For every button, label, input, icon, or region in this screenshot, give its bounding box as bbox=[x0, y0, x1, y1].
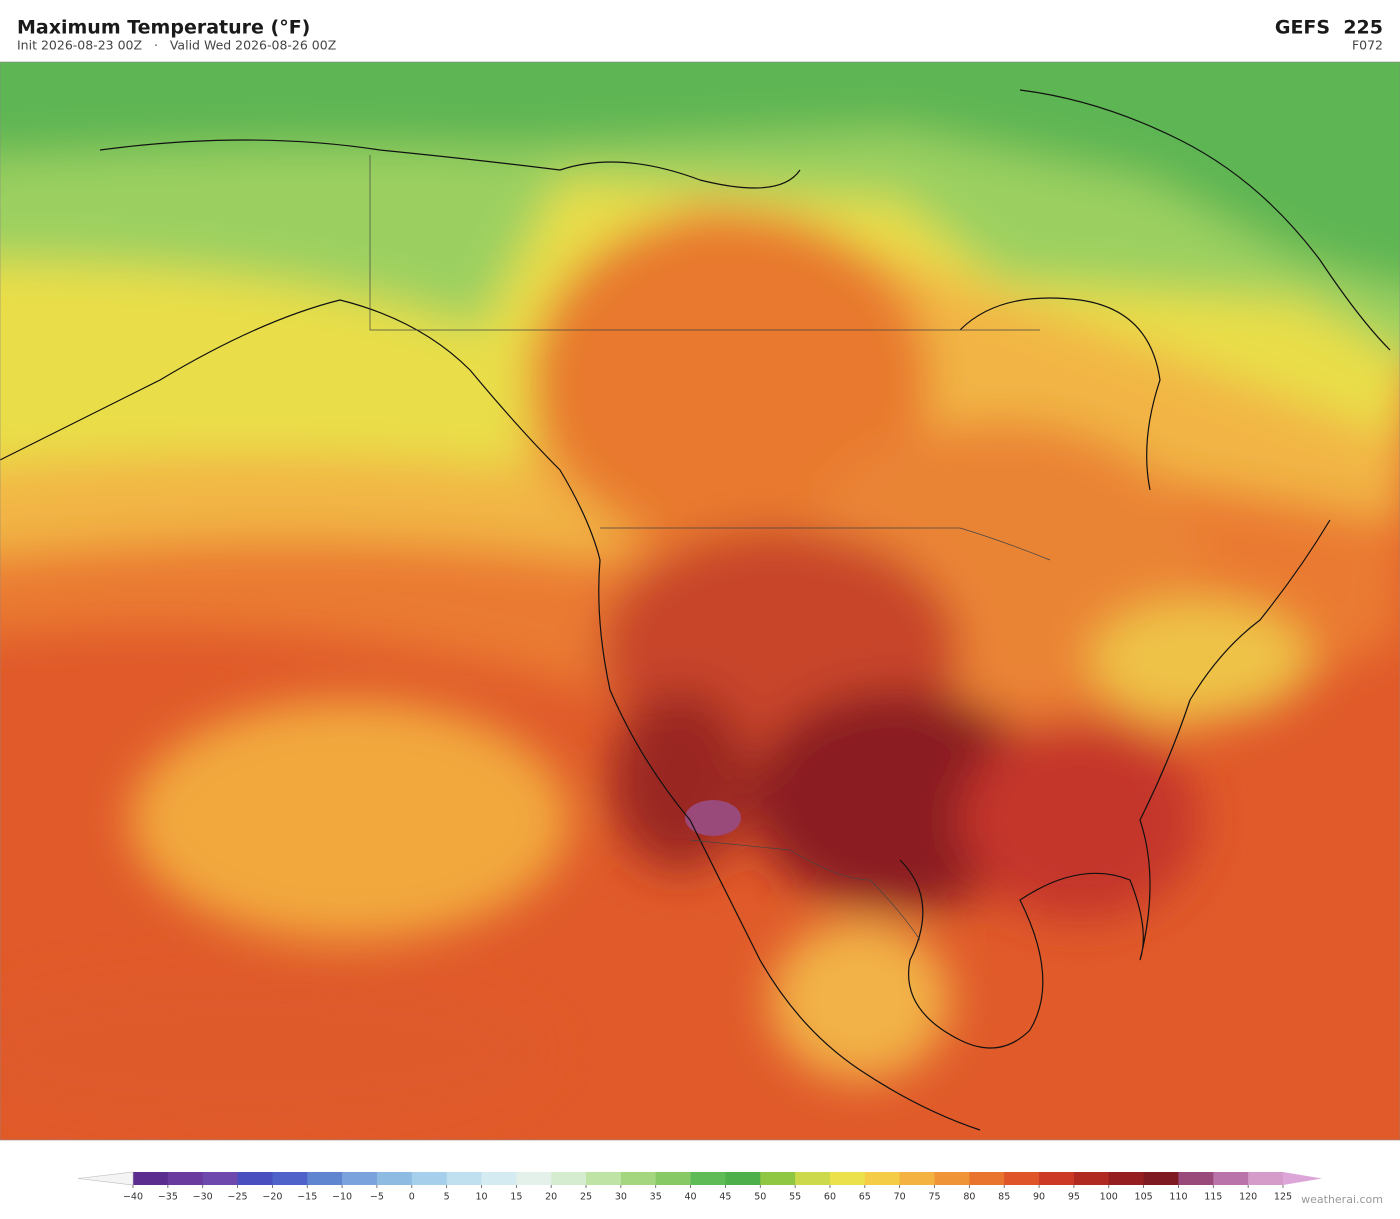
colorbar-tick-label: 115 bbox=[1204, 1192, 1222, 1203]
coastlines bbox=[0, 89, 1391, 1131]
colorbar-segment bbox=[1248, 1172, 1284, 1185]
colorbar-tick-label: −25 bbox=[228, 1192, 248, 1203]
colorbar-segment bbox=[446, 1172, 482, 1185]
colorbar-segment bbox=[342, 1172, 378, 1185]
colorbar-tick-label: 75 bbox=[928, 1192, 940, 1203]
colorbar-tick-label: 50 bbox=[754, 1192, 766, 1203]
colorbar-segment bbox=[620, 1172, 657, 1185]
colorbar-segment bbox=[272, 1172, 308, 1185]
colorbar: −40 −35 −30 −25 −20 −15 −10 −5 0 5 10 15 20 25 30 35 40 4… bbox=[77, 1171, 1322, 1203]
colorbar-tick-label: −40 bbox=[123, 1192, 143, 1203]
map-frame bbox=[0, 61, 1400, 1141]
colorbar-tick-label: 25 bbox=[580, 1192, 592, 1203]
colorbar-tick-label: 110 bbox=[1169, 1192, 1187, 1203]
temperature-field bbox=[0, 62, 1400, 1130]
colorbar-segment bbox=[934, 1172, 970, 1185]
colorbar-tick-label: 60 bbox=[824, 1192, 836, 1203]
colorbar-segment bbox=[864, 1172, 901, 1185]
colorbar-under bbox=[77, 1171, 134, 1186]
colorbar-segment bbox=[1143, 1172, 1179, 1185]
colorbar-tick-label: −5 bbox=[370, 1192, 384, 1203]
colorbar-tick-label: −20 bbox=[262, 1192, 282, 1203]
colorbar-tick-label: 10 bbox=[475, 1192, 487, 1203]
colorbar-tick-label: 15 bbox=[510, 1192, 522, 1203]
colorbar-segment bbox=[516, 1172, 552, 1185]
subtitle: Init 2026-08-23 00Z · Valid Wed 2026-08-… bbox=[17, 38, 336, 53]
colorbar-segment bbox=[1073, 1172, 1110, 1185]
colorbar-tick-label: 30 bbox=[615, 1192, 627, 1203]
colorbar-segment bbox=[307, 1172, 343, 1185]
colorbar-segment bbox=[202, 1172, 239, 1185]
colorbar-tick-label: 45 bbox=[719, 1192, 731, 1203]
colorbar-tick-label: 20 bbox=[545, 1192, 557, 1203]
hot-spot bbox=[685, 800, 741, 836]
colorbar-segment bbox=[1178, 1172, 1214, 1185]
borders bbox=[369, 155, 1051, 941]
attribution: weatherai.com bbox=[1301, 1193, 1383, 1206]
colorbar-tick-label: 80 bbox=[963, 1192, 975, 1203]
colorbar-tick-label: −15 bbox=[297, 1192, 317, 1203]
colorbar-segment bbox=[1213, 1172, 1249, 1185]
colorbar-tick-label: 95 bbox=[1068, 1192, 1080, 1203]
model-label: GEFS 225 bbox=[1275, 17, 1383, 39]
colorbar-segment bbox=[167, 1172, 204, 1185]
title: Maximum Temperature (°F) bbox=[17, 17, 310, 39]
colorbar-tick-label: 65 bbox=[859, 1192, 871, 1203]
colorbar-segment bbox=[481, 1172, 517, 1185]
colorbar-tick-label: 55 bbox=[789, 1192, 801, 1203]
colorbar-segment bbox=[760, 1172, 796, 1185]
colorbar-segment bbox=[1039, 1172, 1075, 1185]
colorbar-segment bbox=[725, 1172, 761, 1185]
colorbar-tick-label: 0 bbox=[409, 1192, 415, 1203]
colorbar-segment bbox=[1004, 1172, 1040, 1185]
colorbar-tick-label: 5 bbox=[444, 1192, 450, 1203]
colorbar-tick-label: 120 bbox=[1239, 1192, 1257, 1203]
colorbar-segment bbox=[655, 1172, 692, 1185]
map bbox=[0, 62, 1400, 1140]
colorbar-tick-label: 125 bbox=[1274, 1192, 1292, 1203]
colorbar-over bbox=[1283, 1172, 1322, 1185]
colorbar-tick-label: −30 bbox=[193, 1192, 213, 1203]
colorbar-tick-label: 85 bbox=[998, 1192, 1010, 1203]
colorbar-segment bbox=[690, 1172, 726, 1185]
colorbar-tick-label: −35 bbox=[158, 1192, 178, 1203]
colorbar-segment bbox=[586, 1172, 622, 1185]
colorbar-segment bbox=[376, 1172, 413, 1185]
colorbar-tick-label: 90 bbox=[1033, 1192, 1045, 1203]
colorbar-tick-label: 35 bbox=[650, 1192, 662, 1203]
colorbar-segment bbox=[829, 1172, 866, 1185]
colorbar-segment bbox=[237, 1172, 273, 1185]
colorbar-segment bbox=[969, 1172, 1005, 1185]
colorbar-segment bbox=[1108, 1172, 1145, 1185]
colorbar-segment bbox=[133, 1172, 169, 1185]
colorbar-tick-label: 70 bbox=[894, 1192, 906, 1203]
colorbar-tick-label: −10 bbox=[332, 1192, 352, 1203]
colorbar-tick-label: 100 bbox=[1100, 1192, 1118, 1203]
colorbar-segment bbox=[795, 1172, 831, 1185]
colorbar-tick-label: 40 bbox=[685, 1192, 697, 1203]
colorbar-segment bbox=[899, 1172, 936, 1185]
forecast-hour: F072 bbox=[1352, 38, 1383, 53]
colorbar-segment bbox=[551, 1172, 587, 1185]
colorbar-segment bbox=[411, 1172, 448, 1185]
colorbar-tick-label: 105 bbox=[1135, 1192, 1153, 1203]
